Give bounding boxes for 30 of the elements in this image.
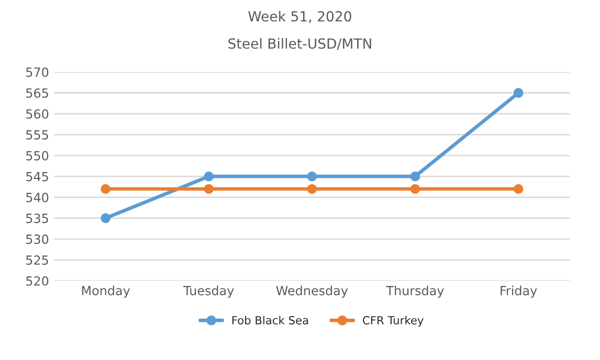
y-tick-label: 540 <box>26 192 48 202</box>
point <box>514 88 524 98</box>
point <box>307 172 317 182</box>
y-tick-label: 535 <box>26 214 48 224</box>
x-tick-label: Thursday <box>386 286 444 298</box>
point <box>514 184 524 194</box>
point <box>410 184 420 194</box>
point <box>410 172 420 182</box>
point <box>204 172 214 182</box>
x-tick-label: Wednesday <box>276 286 348 298</box>
point <box>204 184 214 194</box>
y-tick-label: 520 <box>26 276 48 286</box>
point <box>100 213 110 224</box>
y-tick-label: 550 <box>26 150 48 160</box>
y-tick-label: 555 <box>26 130 48 140</box>
y-tick-label: 530 <box>26 234 48 244</box>
x-tick-label: Friday <box>500 286 537 298</box>
y-tick-label: 545 <box>26 172 48 182</box>
x-tick-label: Monday <box>82 286 130 298</box>
x-tick-label: Tuesday <box>183 286 234 298</box>
y-tick-label: 525 <box>26 255 48 265</box>
y-tick-label: 565 <box>26 88 48 98</box>
chart-title: Week 51, 2020 <box>248 10 352 23</box>
y-tick-label: 570 <box>26 67 48 77</box>
chart-subtitle: Steel Billet-USD/MTN <box>228 38 372 50</box>
point <box>307 184 317 194</box>
legend-label: Fob Black Sea <box>232 316 308 324</box>
legend-label: CFR Turkey <box>362 316 424 327</box>
y-tick-label: 560 <box>26 109 48 119</box>
point <box>100 184 110 194</box>
